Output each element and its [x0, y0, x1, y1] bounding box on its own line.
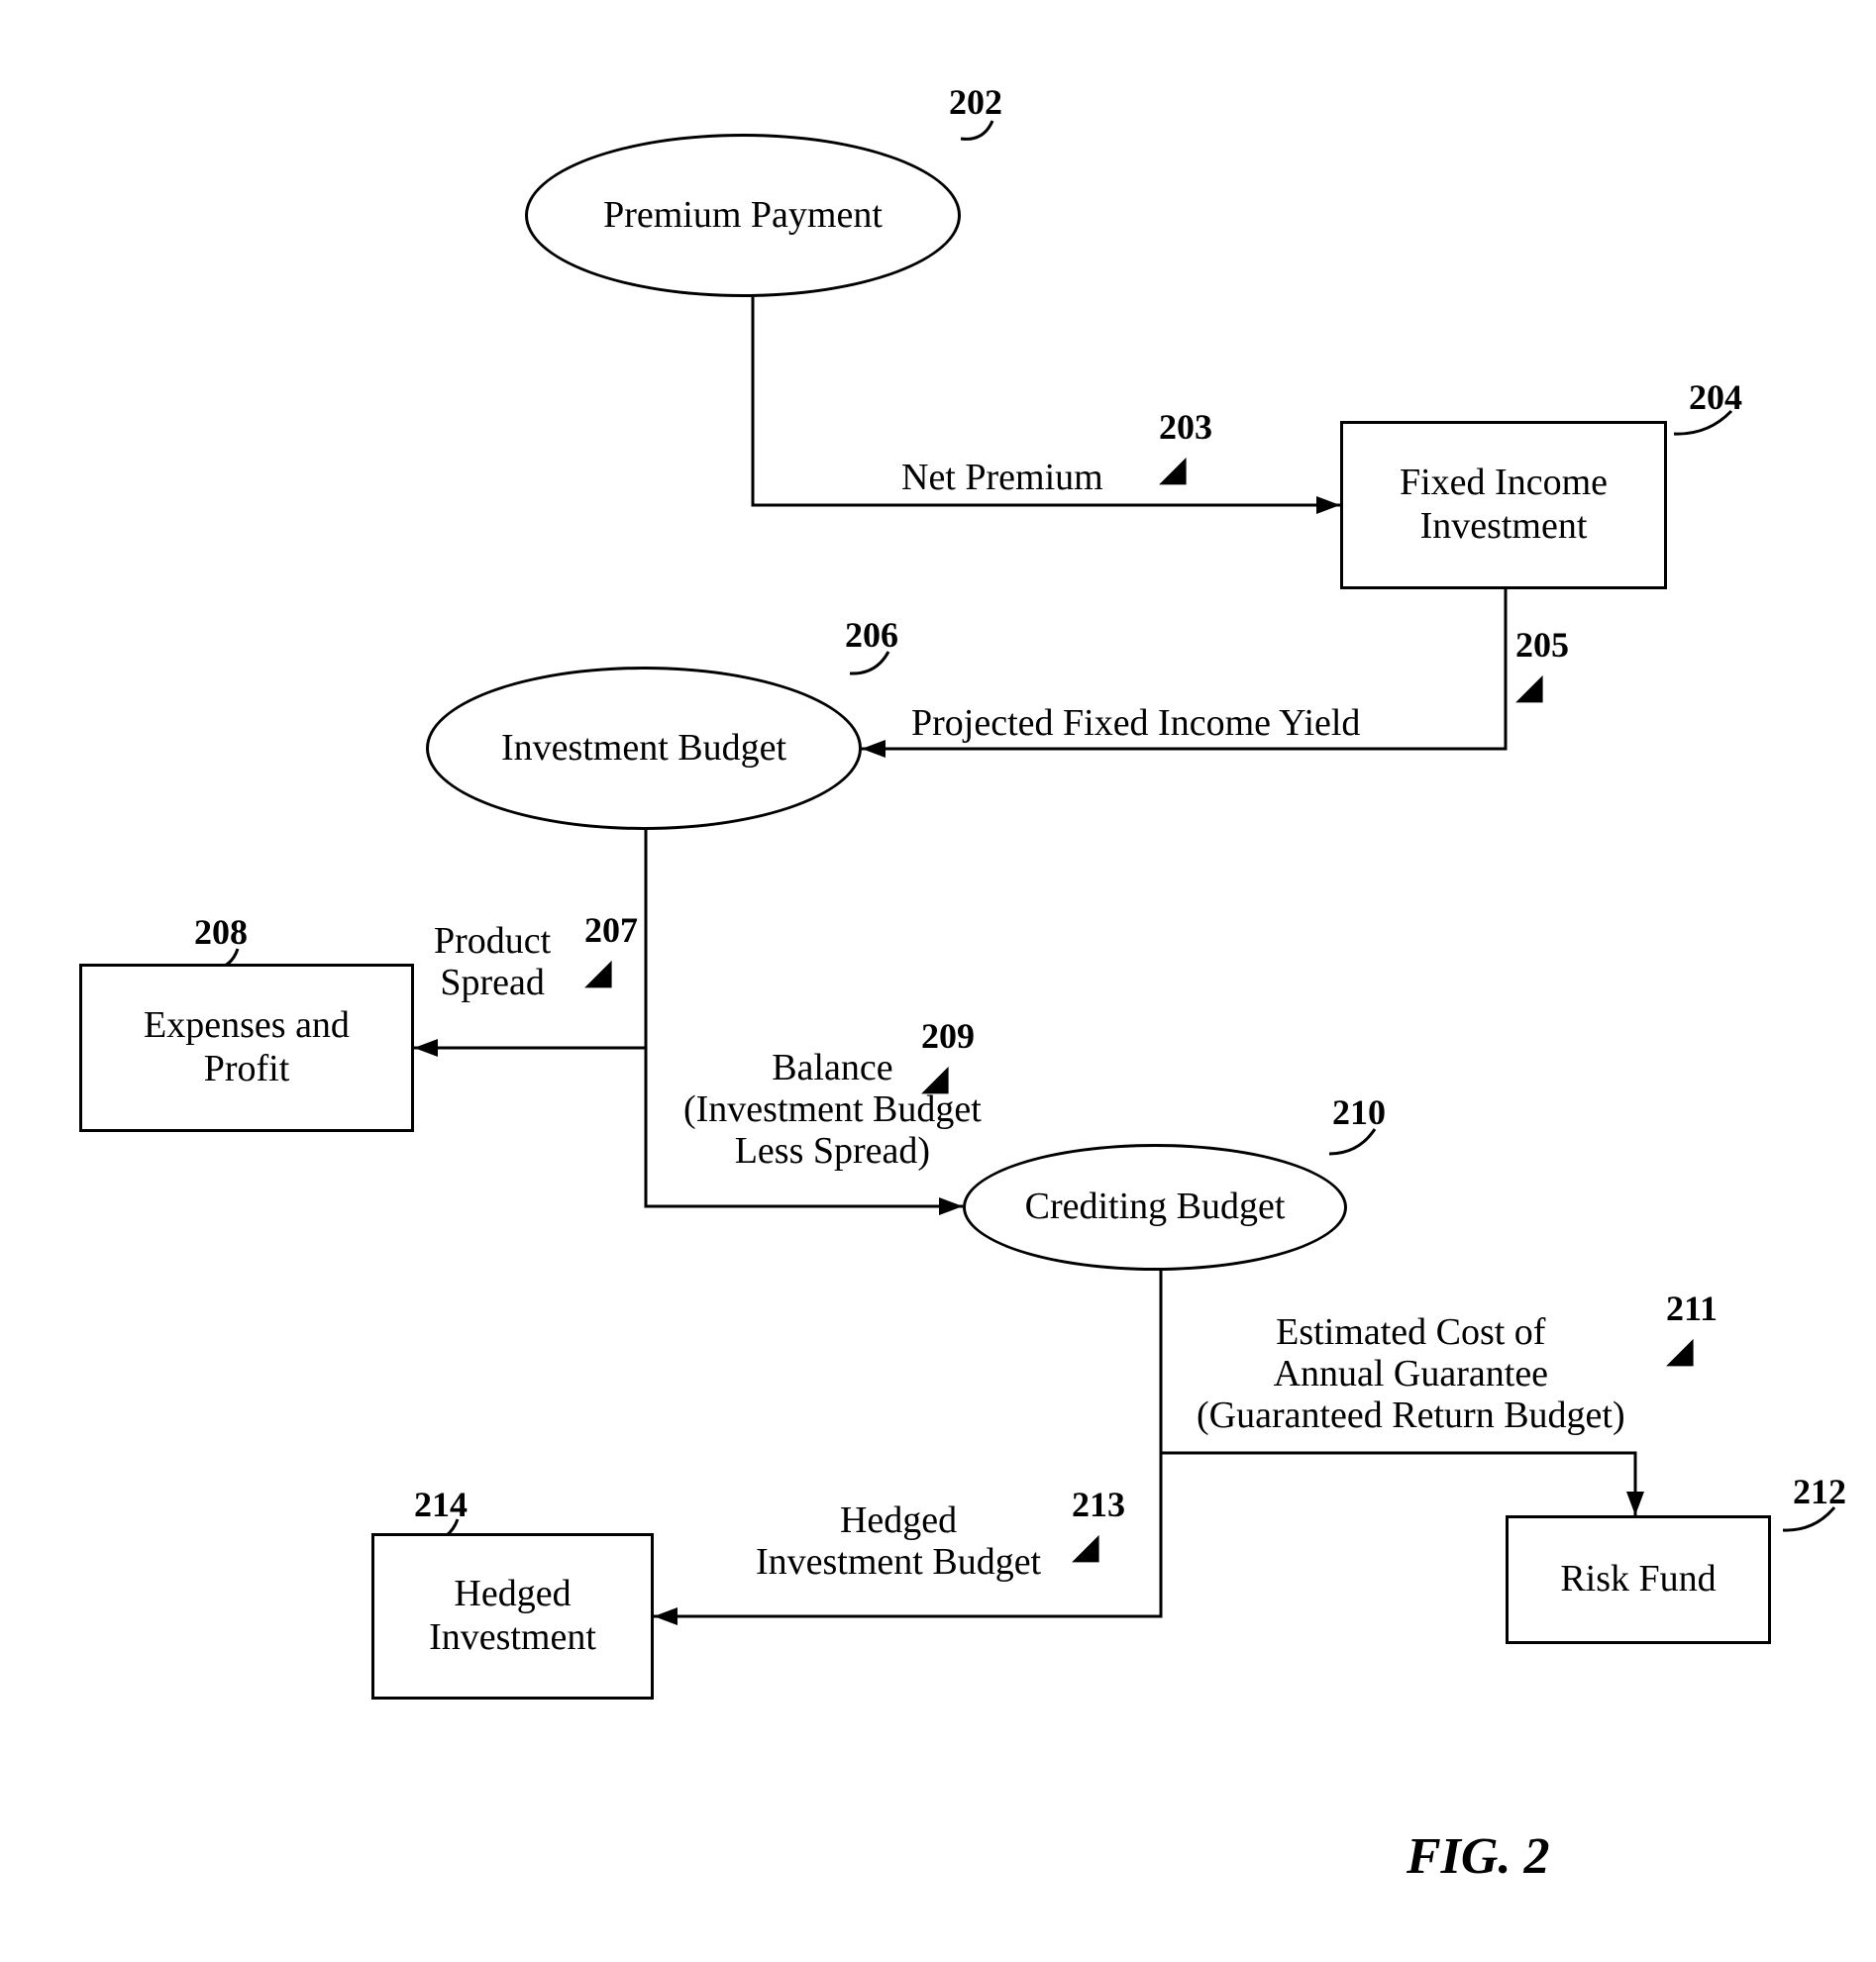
ref-205: 205◢: [1515, 624, 1569, 707]
node-label: Fixed IncomeInvestment: [1400, 462, 1608, 548]
node-hedged-investment: HedgedInvestment: [371, 1533, 654, 1700]
edge-label-net-premium: Net Premium: [901, 458, 1103, 499]
edge-label-hedged-budget: HedgedInvestment Budget: [756, 1500, 1041, 1584]
node-expenses-and-profit: Expenses andProfit: [79, 964, 414, 1132]
edge-label-product-spread: ProductSpread: [434, 921, 551, 1004]
ref-208: 208: [194, 911, 248, 953]
node-risk-fund: Risk Fund: [1506, 1515, 1771, 1644]
node-label: Investment Budget: [501, 727, 786, 771]
node-investment-budget: Investment Budget: [426, 667, 862, 830]
ref-209: 209◢: [921, 1015, 975, 1098]
ref-212: 212: [1793, 1471, 1846, 1512]
ref-207: 207◢: [584, 909, 638, 992]
ref-213: 213◢: [1072, 1484, 1125, 1567]
ref-204: 204: [1689, 376, 1742, 418]
ref-214: 214: [414, 1484, 468, 1525]
node-label: Premium Payment: [603, 194, 883, 238]
node-label: Risk Fund: [1560, 1558, 1716, 1601]
node-label: Crediting Budget: [1025, 1186, 1286, 1229]
edge-label-projected-yield: Projected Fixed Income Yield: [911, 703, 1360, 745]
edge-label-estimated-cost: Estimated Cost ofAnnual Guarantee(Guaran…: [1197, 1312, 1625, 1436]
ref-210: 210: [1332, 1091, 1386, 1133]
node-premium-payment: Premium Payment: [525, 134, 961, 297]
node-crediting-budget: Crediting Budget: [963, 1144, 1347, 1271]
ref-202: 202: [949, 81, 1002, 123]
node-fixed-income-investment: Fixed IncomeInvestment: [1340, 421, 1667, 589]
ref-206: 206: [845, 614, 898, 656]
flowchart-canvas: Premium Payment Fixed IncomeInvestment I…: [0, 0, 1876, 1962]
figure-caption: FIG. 2: [1407, 1827, 1549, 1886]
ref-203: 203◢: [1159, 406, 1212, 489]
ref-211: 211◢: [1666, 1288, 1718, 1371]
node-label: Expenses andProfit: [144, 1004, 350, 1090]
node-label: HedgedInvestment: [429, 1573, 596, 1659]
